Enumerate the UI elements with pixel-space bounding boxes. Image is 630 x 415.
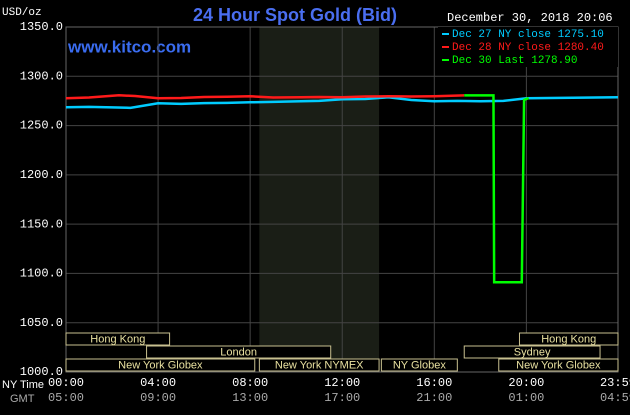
session-box — [65, 358, 256, 372]
session-box — [380, 358, 458, 372]
x-tick-label: 00:00 — [48, 376, 84, 390]
x2-tick-label: 09:00 — [140, 391, 176, 405]
x-tick-label: 08:00 — [232, 376, 268, 390]
x2-tick-label: 05:00 — [48, 391, 84, 405]
x2-tick-label: 21:00 — [416, 391, 452, 405]
x2-tick-label: 04:59 — [600, 391, 630, 405]
session-label: London — [220, 346, 257, 358]
x-tick-label: 16:00 — [416, 376, 452, 390]
x-axis-label: NY Time — [2, 379, 44, 391]
session-label: NY Globex — [393, 359, 446, 371]
y-tick-label: 1150.0 — [20, 217, 63, 231]
legend-label: Dec 27 NY close 1275.10 — [452, 29, 604, 41]
x-tick-label: 23:59 — [600, 376, 630, 390]
y-tick-label: 1050.0 — [20, 316, 63, 330]
session-box — [498, 358, 619, 372]
session-label: Hong Kong — [90, 333, 145, 345]
series-line — [65, 94, 465, 100]
y-tick-label: 1100.0 — [20, 267, 63, 281]
y-tick-label: 1200.0 — [20, 168, 63, 182]
chart-title: 24 Hour Spot Gold (Bid) — [193, 5, 397, 25]
x2-axis-label: GMT — [10, 393, 35, 405]
session-box — [518, 332, 619, 346]
y-tick-label: 1350.0 — [20, 20, 63, 34]
legend-label: Dec 30 Last 1278.90 — [452, 55, 577, 67]
session-label: New York NYMEX — [275, 359, 364, 371]
x-tick-label: 20:00 — [508, 376, 544, 390]
session-box — [463, 345, 601, 359]
plot-border — [65, 26, 619, 373]
y-axis-label: USD/oz — [2, 7, 42, 19]
session-label: Sydney — [514, 346, 551, 358]
y-tick-label: 1250.0 — [20, 119, 63, 133]
y-tick-label: 1000.0 — [20, 365, 63, 379]
session-shade — [259, 27, 380, 372]
x2-tick-label: 13:00 — [232, 391, 268, 405]
x2-tick-label: 01:00 — [508, 391, 544, 405]
series-line — [464, 94, 530, 284]
session-label: New York Globex — [118, 359, 203, 371]
legend-label: Dec 28 NY close 1280.40 — [452, 42, 604, 54]
x-tick-label: 04:00 — [140, 376, 176, 390]
session-label: New York Globex — [516, 359, 601, 371]
x2-tick-label: 17:00 — [324, 391, 360, 405]
chart-subtitle: December 30, 2018 20:06 — [447, 11, 613, 25]
y-tick-label: 1300.0 — [20, 69, 63, 83]
x-tick-label: 12:00 — [324, 376, 360, 390]
session-label: Hong Kong — [541, 333, 596, 345]
session-box — [65, 332, 171, 346]
legend-box — [438, 27, 618, 67]
session-box — [258, 358, 380, 372]
site-label: www.kitco.com — [67, 37, 191, 56]
session-box — [146, 345, 332, 359]
